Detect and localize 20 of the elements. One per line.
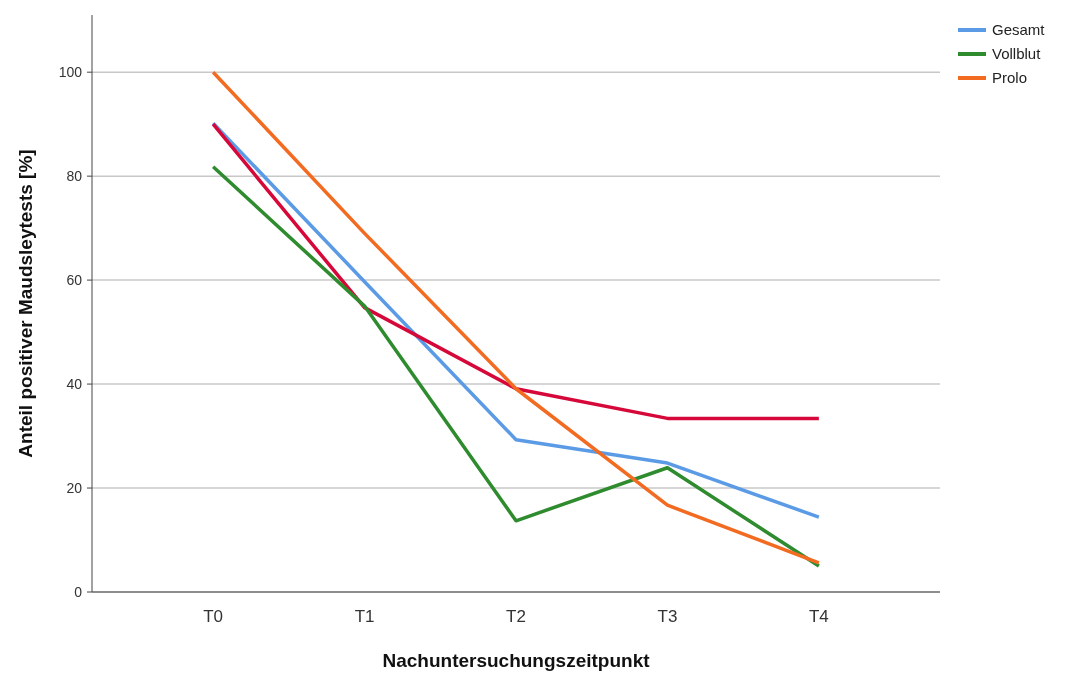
legend-label: Vollblut (992, 45, 1042, 63)
y-tick-label: 100 (58, 64, 83, 81)
x-tick-label: T3 (657, 607, 678, 626)
y-tick-label: 80 (66, 168, 83, 185)
x-tick-label: T2 (506, 607, 526, 626)
y-axis-title: Anteil positiver Maudsleytests [%] (15, 149, 36, 458)
y-tick-label: 40 (66, 375, 83, 392)
x-tick-label: T0 (203, 607, 224, 626)
y-tick-label: 20 (66, 479, 83, 496)
x-tick-label: T1 (354, 607, 375, 626)
y-tick-label: 0 (74, 583, 83, 600)
line-series (211, 121, 821, 519)
y-tick-label: 60 (66, 272, 83, 289)
line-series (211, 165, 821, 568)
line-series (211, 70, 821, 565)
line-series (211, 122, 821, 421)
legend-label: Gesamt (992, 21, 1046, 39)
x-axis-title: Nachuntersuchungszeitpunkt (382, 650, 651, 671)
legend-label: Prolo (992, 69, 1028, 87)
x-tick-label: T4 (808, 607, 829, 626)
